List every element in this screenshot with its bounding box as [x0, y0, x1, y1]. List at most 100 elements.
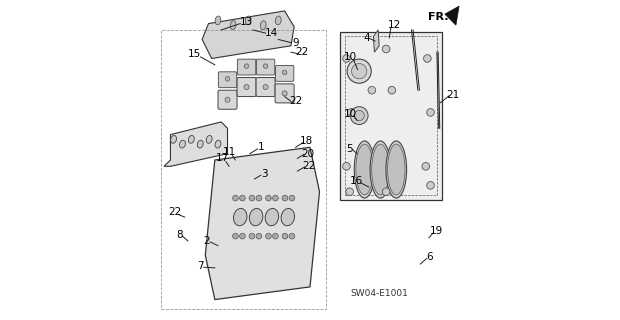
- Circle shape: [239, 233, 246, 239]
- Circle shape: [350, 107, 368, 124]
- Ellipse shape: [188, 135, 194, 143]
- Text: 8: 8: [177, 229, 184, 240]
- Polygon shape: [202, 11, 294, 59]
- FancyBboxPatch shape: [237, 77, 256, 97]
- Text: 17: 17: [216, 153, 229, 164]
- Text: FR.: FR.: [428, 12, 449, 22]
- Text: 21: 21: [446, 90, 459, 100]
- FancyBboxPatch shape: [218, 90, 237, 109]
- Circle shape: [273, 233, 278, 239]
- Text: 13: 13: [240, 17, 253, 27]
- FancyBboxPatch shape: [340, 32, 441, 200]
- Text: 2: 2: [203, 236, 210, 246]
- Polygon shape: [373, 30, 379, 52]
- Circle shape: [388, 86, 396, 94]
- Circle shape: [244, 84, 249, 90]
- Ellipse shape: [281, 208, 294, 226]
- Text: 7: 7: [197, 261, 204, 271]
- Ellipse shape: [370, 141, 391, 198]
- Ellipse shape: [388, 144, 405, 195]
- Circle shape: [282, 91, 287, 96]
- Ellipse shape: [230, 21, 236, 29]
- Circle shape: [282, 233, 288, 239]
- Text: 3: 3: [260, 169, 267, 179]
- Circle shape: [239, 195, 246, 201]
- Circle shape: [256, 195, 262, 201]
- Text: 19: 19: [430, 226, 443, 236]
- Circle shape: [282, 195, 288, 201]
- Circle shape: [352, 64, 367, 79]
- Polygon shape: [205, 147, 319, 300]
- Circle shape: [343, 163, 350, 170]
- Text: SW04-E1001: SW04-E1001: [351, 289, 409, 298]
- Circle shape: [232, 233, 238, 239]
- Text: 10: 10: [343, 52, 357, 62]
- Ellipse shape: [386, 141, 407, 198]
- Text: 22: 22: [169, 207, 182, 217]
- Text: 16: 16: [350, 176, 363, 186]
- Circle shape: [347, 108, 355, 116]
- FancyBboxPatch shape: [256, 77, 275, 97]
- Text: 5: 5: [347, 144, 353, 154]
- Ellipse shape: [180, 140, 185, 148]
- Circle shape: [368, 86, 376, 94]
- Text: 9: 9: [293, 38, 299, 48]
- FancyBboxPatch shape: [257, 59, 275, 75]
- FancyBboxPatch shape: [218, 72, 237, 88]
- Circle shape: [423, 55, 431, 62]
- Circle shape: [265, 233, 272, 239]
- Ellipse shape: [234, 208, 247, 226]
- Text: 22: 22: [302, 161, 315, 171]
- Ellipse shape: [170, 135, 177, 143]
- Text: 1: 1: [257, 142, 264, 152]
- Ellipse shape: [354, 141, 375, 198]
- Circle shape: [422, 163, 430, 170]
- Circle shape: [289, 195, 294, 201]
- Ellipse shape: [197, 140, 203, 148]
- Text: 18: 18: [300, 136, 314, 146]
- Circle shape: [249, 233, 255, 239]
- Circle shape: [354, 110, 364, 121]
- Ellipse shape: [246, 16, 251, 25]
- Ellipse shape: [275, 16, 281, 25]
- Circle shape: [264, 64, 268, 68]
- Text: 15: 15: [188, 49, 201, 59]
- Ellipse shape: [206, 135, 212, 143]
- Text: 11: 11: [223, 147, 236, 157]
- Circle shape: [346, 188, 353, 196]
- Circle shape: [343, 55, 350, 62]
- Ellipse shape: [215, 16, 221, 25]
- Circle shape: [263, 84, 268, 90]
- Ellipse shape: [215, 140, 221, 148]
- Polygon shape: [164, 122, 228, 166]
- Circle shape: [427, 108, 435, 116]
- Ellipse shape: [356, 144, 373, 195]
- FancyBboxPatch shape: [237, 59, 256, 75]
- Circle shape: [232, 195, 238, 201]
- Circle shape: [244, 64, 249, 68]
- Text: 6: 6: [427, 252, 433, 262]
- Circle shape: [273, 195, 278, 201]
- Circle shape: [383, 188, 390, 196]
- Text: 14: 14: [265, 28, 278, 38]
- Text: 4: 4: [364, 33, 370, 43]
- Circle shape: [256, 233, 262, 239]
- Circle shape: [427, 181, 435, 189]
- Circle shape: [383, 45, 390, 53]
- Circle shape: [265, 195, 272, 201]
- Polygon shape: [445, 6, 459, 25]
- Text: 10: 10: [343, 109, 357, 119]
- Text: 22: 22: [296, 47, 309, 57]
- Ellipse shape: [265, 208, 278, 226]
- Circle shape: [249, 195, 255, 201]
- Ellipse shape: [260, 21, 266, 29]
- FancyBboxPatch shape: [275, 66, 294, 81]
- Text: 22: 22: [289, 96, 303, 106]
- Ellipse shape: [372, 144, 389, 195]
- Circle shape: [289, 233, 294, 239]
- FancyBboxPatch shape: [275, 84, 294, 103]
- Ellipse shape: [249, 208, 263, 226]
- Text: 20: 20: [301, 149, 314, 159]
- Text: 12: 12: [388, 20, 401, 30]
- Circle shape: [225, 97, 230, 102]
